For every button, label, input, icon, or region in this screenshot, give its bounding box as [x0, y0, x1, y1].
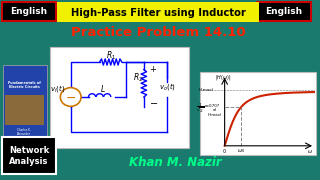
Text: English: English: [11, 7, 48, 16]
Text: Network
Analysis: Network Analysis: [9, 146, 49, 166]
Text: $v_o(t)$: $v_o(t)$: [159, 82, 176, 93]
Text: Fundamentals of
Electric Circuits: Fundamentals of Electric Circuits: [8, 81, 40, 89]
Text: Khan M. Nazir: Khan M. Nazir: [129, 156, 221, 170]
Text: 0: 0: [223, 149, 226, 154]
Text: $+$: $+$: [149, 64, 157, 75]
Text: $L$: $L$: [100, 83, 106, 94]
Circle shape: [60, 88, 81, 106]
FancyBboxPatch shape: [50, 46, 188, 147]
FancyBboxPatch shape: [2, 137, 56, 174]
Text: $\omega_0$: $\omega_0$: [237, 147, 245, 155]
Text: $v_i(t)$: $v_i(t)$: [50, 83, 65, 94]
Text: Charles K.
Alexander: Charles K. Alexander: [17, 128, 31, 136]
Text: $-$: $-$: [149, 97, 158, 107]
Text: English: English: [265, 7, 303, 16]
Text: H(max): H(max): [199, 88, 214, 92]
FancyBboxPatch shape: [257, 2, 311, 21]
Text: High-Pass Filter using Inductor: High-Pass Filter using Inductor: [71, 8, 245, 18]
Text: $|H(\omega)|$: $|H(\omega)|$: [215, 73, 231, 82]
Text: 0.707
of
H(max): 0.707 of H(max): [208, 104, 222, 117]
FancyBboxPatch shape: [57, 2, 259, 22]
Text: $R_1$: $R_1$: [106, 50, 116, 62]
FancyBboxPatch shape: [199, 71, 316, 154]
FancyBboxPatch shape: [2, 2, 56, 21]
Text: $\frac{1}{\sqrt{2}}$=: $\frac{1}{\sqrt{2}}$=: [196, 101, 210, 114]
Text: $R_2$: $R_2$: [133, 72, 143, 84]
Text: $-$: $-$: [65, 91, 76, 104]
Text: $\omega$: $\omega$: [307, 148, 313, 155]
FancyBboxPatch shape: [3, 64, 46, 141]
FancyBboxPatch shape: [5, 95, 44, 125]
Text: Practice Problem 14.10: Practice Problem 14.10: [71, 26, 245, 39]
